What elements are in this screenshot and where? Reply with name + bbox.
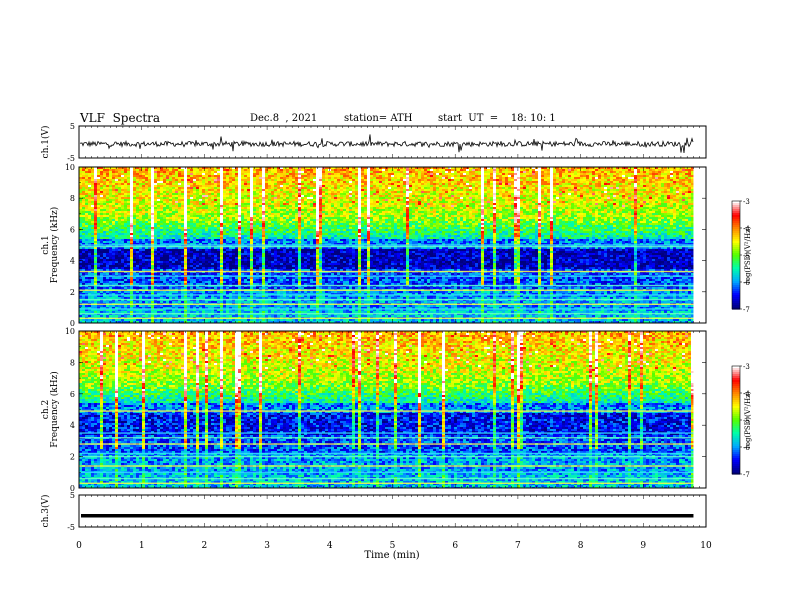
ch2-colorbar: -3 -4 -5 -6 -7 log(PSD)(V²/Hz) (731, 363, 752, 479)
header-start-ut: start UT = 18: 10: 1 (438, 113, 556, 124)
colorbar-label: log(PSD)(V²/Hz) (744, 226, 752, 283)
colorbar-tick-label: -6 (743, 279, 750, 287)
colorbar-tick-label: -5 (743, 252, 750, 260)
header-station: station= ATH (344, 113, 412, 124)
ch1-spectrogram-heatmap (79, 167, 706, 323)
ch1-spectrogram-panel (78, 166, 707, 324)
x-tick-label: 2 (202, 541, 208, 551)
y-tick-label: 10 (65, 163, 75, 172)
y-tick-label: 4 (70, 421, 75, 430)
colorbar-tick-label: -7 (743, 306, 750, 314)
y-tick-label: -5 (67, 154, 75, 163)
y-tick-label: 6 (70, 225, 75, 234)
y-tick-label: 2 (70, 288, 75, 297)
chart-title: VLF Spectra (80, 111, 160, 125)
y-tick-label: 5 (70, 122, 75, 131)
ch1-waveform-panel (78, 125, 707, 159)
x-tick-label: 0 (76, 541, 82, 551)
x-tick-label: 8 (578, 541, 584, 551)
colorbar-tick-label: -4 (743, 225, 750, 233)
colorbar-tick-label: -4 (743, 390, 750, 398)
x-tick-label: 3 (264, 541, 270, 551)
ch3-waveform-frame (78, 494, 707, 528)
x-tick-label: 10 (700, 541, 712, 551)
ch1-colorbar: -3 -4 -5 -6 -7 log(PSD)(V²/Hz) (731, 198, 752, 314)
x-tick-label: 7 (515, 541, 521, 551)
y-axis-label: Frequency (kHz) (49, 371, 60, 448)
colorbar-tick-label: -6 (743, 444, 750, 452)
y-tick-label: -5 (67, 523, 75, 532)
colorbar-label: log(PSD)(V²/Hz) (744, 391, 752, 448)
y-tick-label: 5 (70, 491, 75, 500)
x-tick-label: 5 (390, 541, 396, 551)
y-axis-label: ch.3(V) (40, 495, 51, 528)
ch2-spectrogram-heatmap (79, 331, 706, 488)
x-tick-label: 9 (640, 541, 646, 551)
y-tick-label: 2 (70, 453, 75, 462)
y-tick-label: 0 (70, 484, 75, 493)
x-axis-label: Time (min) (364, 550, 419, 561)
header-date: Dec.8 , 2021 (250, 113, 317, 124)
ch1-waveform-trace (79, 134, 694, 154)
y-tick-label: 10 (65, 327, 75, 336)
y-axis-label: ch.1 (41, 235, 51, 254)
x-tick-label: 6 (452, 541, 458, 551)
y-axis-label: ch.1(V) (40, 126, 51, 159)
y-tick-label: 6 (70, 390, 75, 399)
y-tick-label: 8 (70, 358, 75, 367)
colorbar-tick-label: -3 (743, 363, 750, 371)
x-tick-label: 4 (327, 541, 333, 551)
ch2-spectrogram-panel (78, 330, 707, 489)
colorbar-tick-label: -7 (743, 471, 750, 479)
x-tick-label: 1 (139, 541, 145, 551)
colorbar-tick-label: -3 (743, 198, 750, 206)
ch1-waveform-frame (78, 125, 707, 159)
y-tick-label: 0 (70, 319, 75, 328)
ch3-waveform-panel (78, 494, 707, 528)
y-tick-label: 8 (70, 194, 75, 203)
y-axis-label: ch.2 (41, 400, 51, 419)
y-tick-label: 4 (70, 257, 75, 266)
y-axis-label: Frequency (kHz) (49, 207, 60, 284)
colorbar-tick-label: -5 (743, 417, 750, 425)
